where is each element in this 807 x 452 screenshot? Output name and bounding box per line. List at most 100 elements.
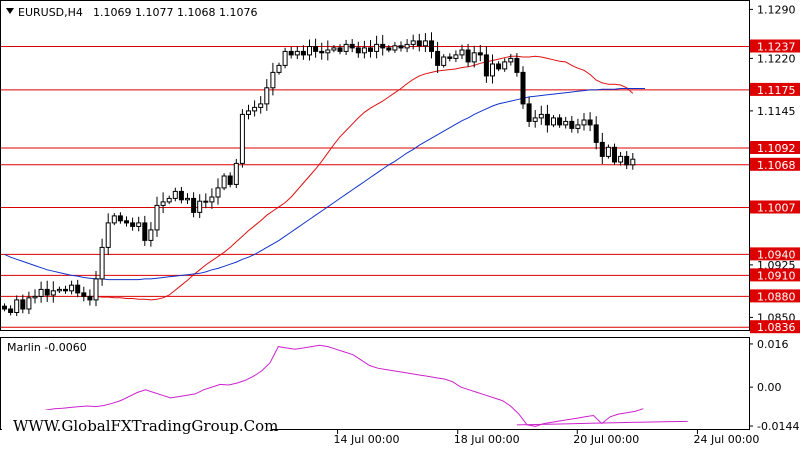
bull-candle-body [209, 196, 215, 203]
bull-candle-body [551, 117, 556, 126]
candle [612, 143, 617, 165]
bear-candle-body [142, 222, 148, 241]
bull-candle-body [490, 63, 495, 77]
bear-candle-body [386, 47, 392, 51]
bear-candle-body [429, 40, 434, 52]
candle [276, 62, 282, 75]
price-tick-label: 1.1290 [757, 3, 796, 16]
candle [349, 39, 355, 53]
candle [429, 32, 434, 59]
candle [233, 158, 239, 188]
bear-candle-body [520, 71, 526, 105]
candle [307, 39, 312, 61]
marlin-oscillator-line [4, 344, 644, 427]
candle [258, 96, 264, 114]
candle [288, 46, 294, 59]
indicator-lines [4, 344, 688, 427]
bear-candle-body [526, 103, 532, 122]
candle [252, 100, 258, 117]
candle [160, 192, 166, 214]
bull-candle-body [185, 197, 190, 201]
level-price-tag [750, 157, 800, 171]
candle [81, 286, 87, 302]
candle [514, 53, 520, 77]
bull-candle-body [111, 215, 117, 224]
candle [124, 216, 129, 227]
time-tick-label: 14 Jul 00:00 [334, 433, 400, 446]
time-axis: 14 Jul 00:00 18 Jul 00:00 20 Jul 00:00 24 J… [334, 430, 759, 446]
bear-candle-body [300, 50, 306, 56]
candle [325, 40, 331, 61]
bear-candle-body [349, 43, 355, 49]
bear-candle-body [435, 50, 441, 66]
watermark-text: WWW.GlobalFXTradingGroup.Com [13, 417, 278, 435]
candle [563, 116, 569, 129]
candle [56, 286, 62, 294]
candle [14, 295, 20, 317]
candle [343, 39, 349, 55]
bull-candle-body [563, 120, 569, 126]
bull-candle-body [197, 200, 203, 213]
candle [282, 47, 288, 69]
candle [178, 186, 184, 204]
bull-candle-body [422, 40, 428, 47]
bull-candle-body [374, 43, 380, 52]
bull-candle-body [343, 43, 349, 52]
bear-candle-body [178, 190, 184, 201]
level-price-tag [750, 39, 800, 53]
bull-candle-body [239, 113, 245, 164]
level-price-label: 1.1175 [757, 84, 796, 97]
candle [551, 115, 556, 128]
bull-candle-body [246, 110, 251, 115]
bear-candle-body [483, 54, 489, 77]
bull-candle-body [160, 201, 166, 206]
candle [197, 194, 203, 218]
bull-candle-body [471, 52, 477, 63]
bull-candle-body [502, 61, 508, 70]
moving-averages [4, 55, 645, 301]
candle [142, 215, 148, 246]
bull-candle-body [605, 146, 611, 157]
candle [416, 33, 422, 52]
candle [593, 116, 599, 150]
bear-candle-body [337, 47, 343, 52]
bull-candle-body [105, 222, 111, 248]
candle [300, 45, 306, 60]
fast-moving-average-line [89, 55, 634, 301]
candle [111, 213, 117, 226]
candle [26, 291, 32, 314]
candle [154, 196, 160, 237]
candle [209, 188, 215, 209]
candle [490, 54, 495, 84]
candle [185, 193, 190, 205]
dropdown-triangle-icon[interactable] [6, 8, 14, 14]
bear-candle-body [81, 292, 87, 297]
bull-candle-body [532, 117, 538, 122]
candle [502, 58, 508, 72]
bear-candle-body [130, 222, 136, 227]
bear-candle-body [416, 40, 422, 47]
bear-candle-body [124, 220, 129, 224]
bull-candle-body [26, 297, 32, 310]
candle [32, 289, 38, 304]
bear-candle-body [20, 299, 26, 310]
candle [508, 53, 514, 66]
bull-candle-body [294, 50, 300, 56]
candle [221, 173, 227, 191]
indicator-tick-label: 0.00 [757, 381, 782, 394]
bull-candle-body [99, 246, 105, 280]
candle [166, 195, 172, 205]
candle [313, 38, 319, 58]
candle [410, 34, 416, 50]
bull-candle-body [410, 40, 416, 45]
level-price-tag [750, 289, 800, 303]
candle [246, 104, 251, 120]
bear-candle-body [569, 120, 575, 129]
candle [483, 46, 489, 83]
bull-candle-body [630, 158, 636, 166]
candle [599, 132, 605, 165]
candle [337, 44, 343, 55]
marlin-trend-line[interactable] [516, 420, 688, 426]
bear-candle-body [544, 113, 550, 126]
bear-candle-body [514, 57, 520, 73]
